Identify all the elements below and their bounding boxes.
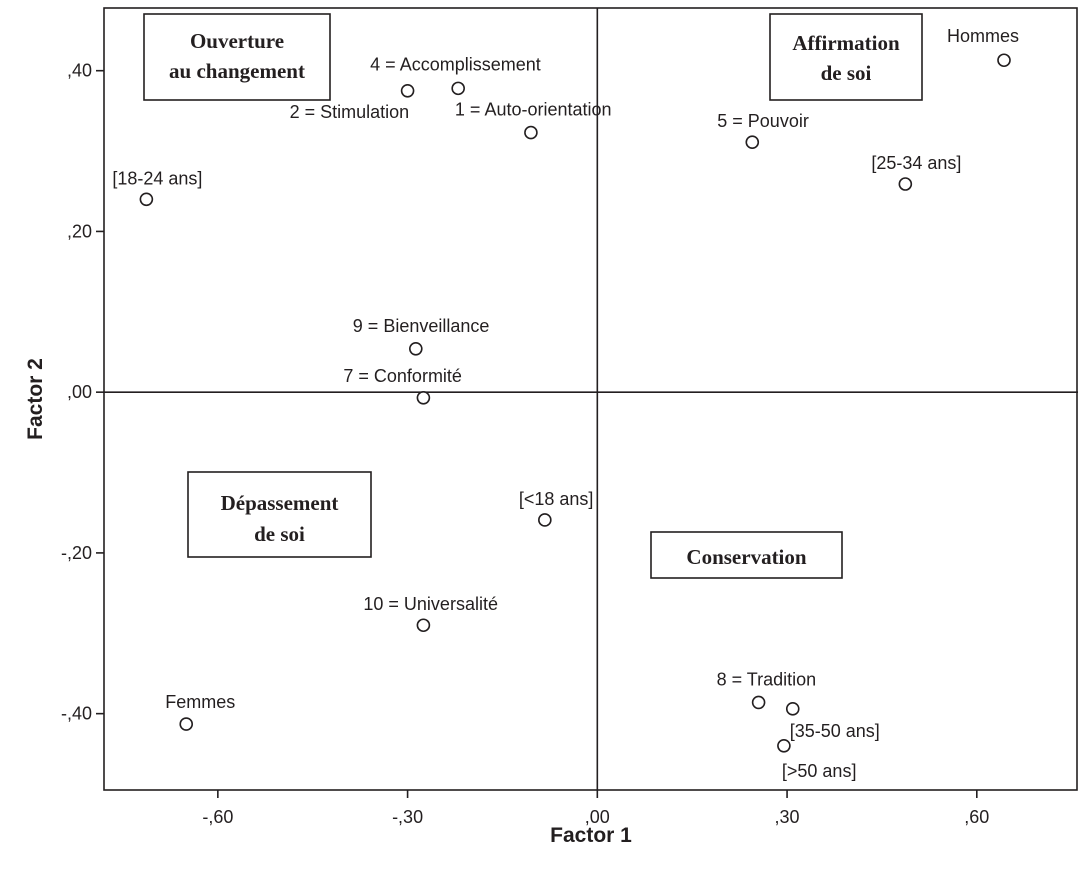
data-point-label: [<18 ans] [519, 489, 594, 509]
data-point [997, 53, 1011, 68]
quadrant-label: Conservation [686, 545, 806, 569]
data-point-label: 1 = Auto-orientation [455, 100, 612, 120]
x-tick-label: -,30 [392, 807, 423, 827]
quadrant-label: de soi [254, 522, 305, 546]
data-point-label: 7 = Conformité [343, 366, 462, 386]
quadrant-label: Ouverture [190, 29, 284, 53]
data-point [898, 177, 913, 191]
data-point [745, 135, 760, 150]
quadrant-label: Affirmation [792, 31, 900, 55]
data-point-label: 10 = Universalité [363, 594, 498, 614]
x-tick-label: -,60 [202, 807, 233, 827]
y-tick-label: ,40 [67, 61, 92, 81]
data-point [751, 695, 766, 710]
data-point [409, 341, 423, 356]
y-tick-label: -,20 [61, 543, 92, 563]
data-point [179, 717, 194, 731]
plot-frame [103, 7, 1078, 791]
data-point [139, 192, 154, 207]
data-point-label: [18-24 ans] [112, 168, 202, 188]
data-point-label: [35-50 ans] [790, 721, 880, 741]
data-point-label: [>50 ans] [782, 761, 857, 781]
x-tick-label: ,00 [585, 807, 610, 827]
quadrant-label: de soi [821, 61, 872, 85]
quadrant-box-ouverture [143, 13, 331, 101]
quadrant-box-depassement [187, 471, 372, 558]
data-point [416, 618, 431, 633]
data-point-label: 9 = Bienveillance [353, 316, 490, 336]
quadrant-label: au changement [169, 59, 305, 83]
y-axis-title: Factor 2 [24, 358, 47, 440]
data-point [777, 738, 791, 753]
data-point-label: Hommes [947, 26, 1019, 46]
data-point [538, 513, 552, 527]
data-point-label: 4 = Accomplissement [370, 54, 541, 74]
data-point [451, 81, 465, 96]
data-point [416, 390, 431, 405]
data-point [785, 702, 800, 716]
y-tick-label: -,40 [61, 704, 92, 724]
data-point-label: 2 = Stimulation [290, 102, 410, 122]
data-point-label: Femmes [165, 692, 235, 712]
y-tick-label: ,00 [67, 382, 92, 402]
x-axis-title: Factor 1 [550, 824, 632, 847]
data-point [400, 83, 415, 98]
data-point-label: 5 = Pouvoir [717, 111, 809, 131]
quadrant-box-conservation [650, 531, 843, 579]
data-point [524, 125, 538, 140]
x-tick-label: ,30 [775, 807, 800, 827]
y-tick-label: ,20 [67, 221, 92, 241]
quadrant-label: Dépassement [221, 491, 339, 515]
x-tick-label: ,60 [964, 807, 989, 827]
data-point-label: [25-34 ans] [871, 153, 961, 173]
quadrant-box-affirmation [769, 13, 923, 101]
data-point-label: 8 = Tradition [717, 669, 817, 689]
